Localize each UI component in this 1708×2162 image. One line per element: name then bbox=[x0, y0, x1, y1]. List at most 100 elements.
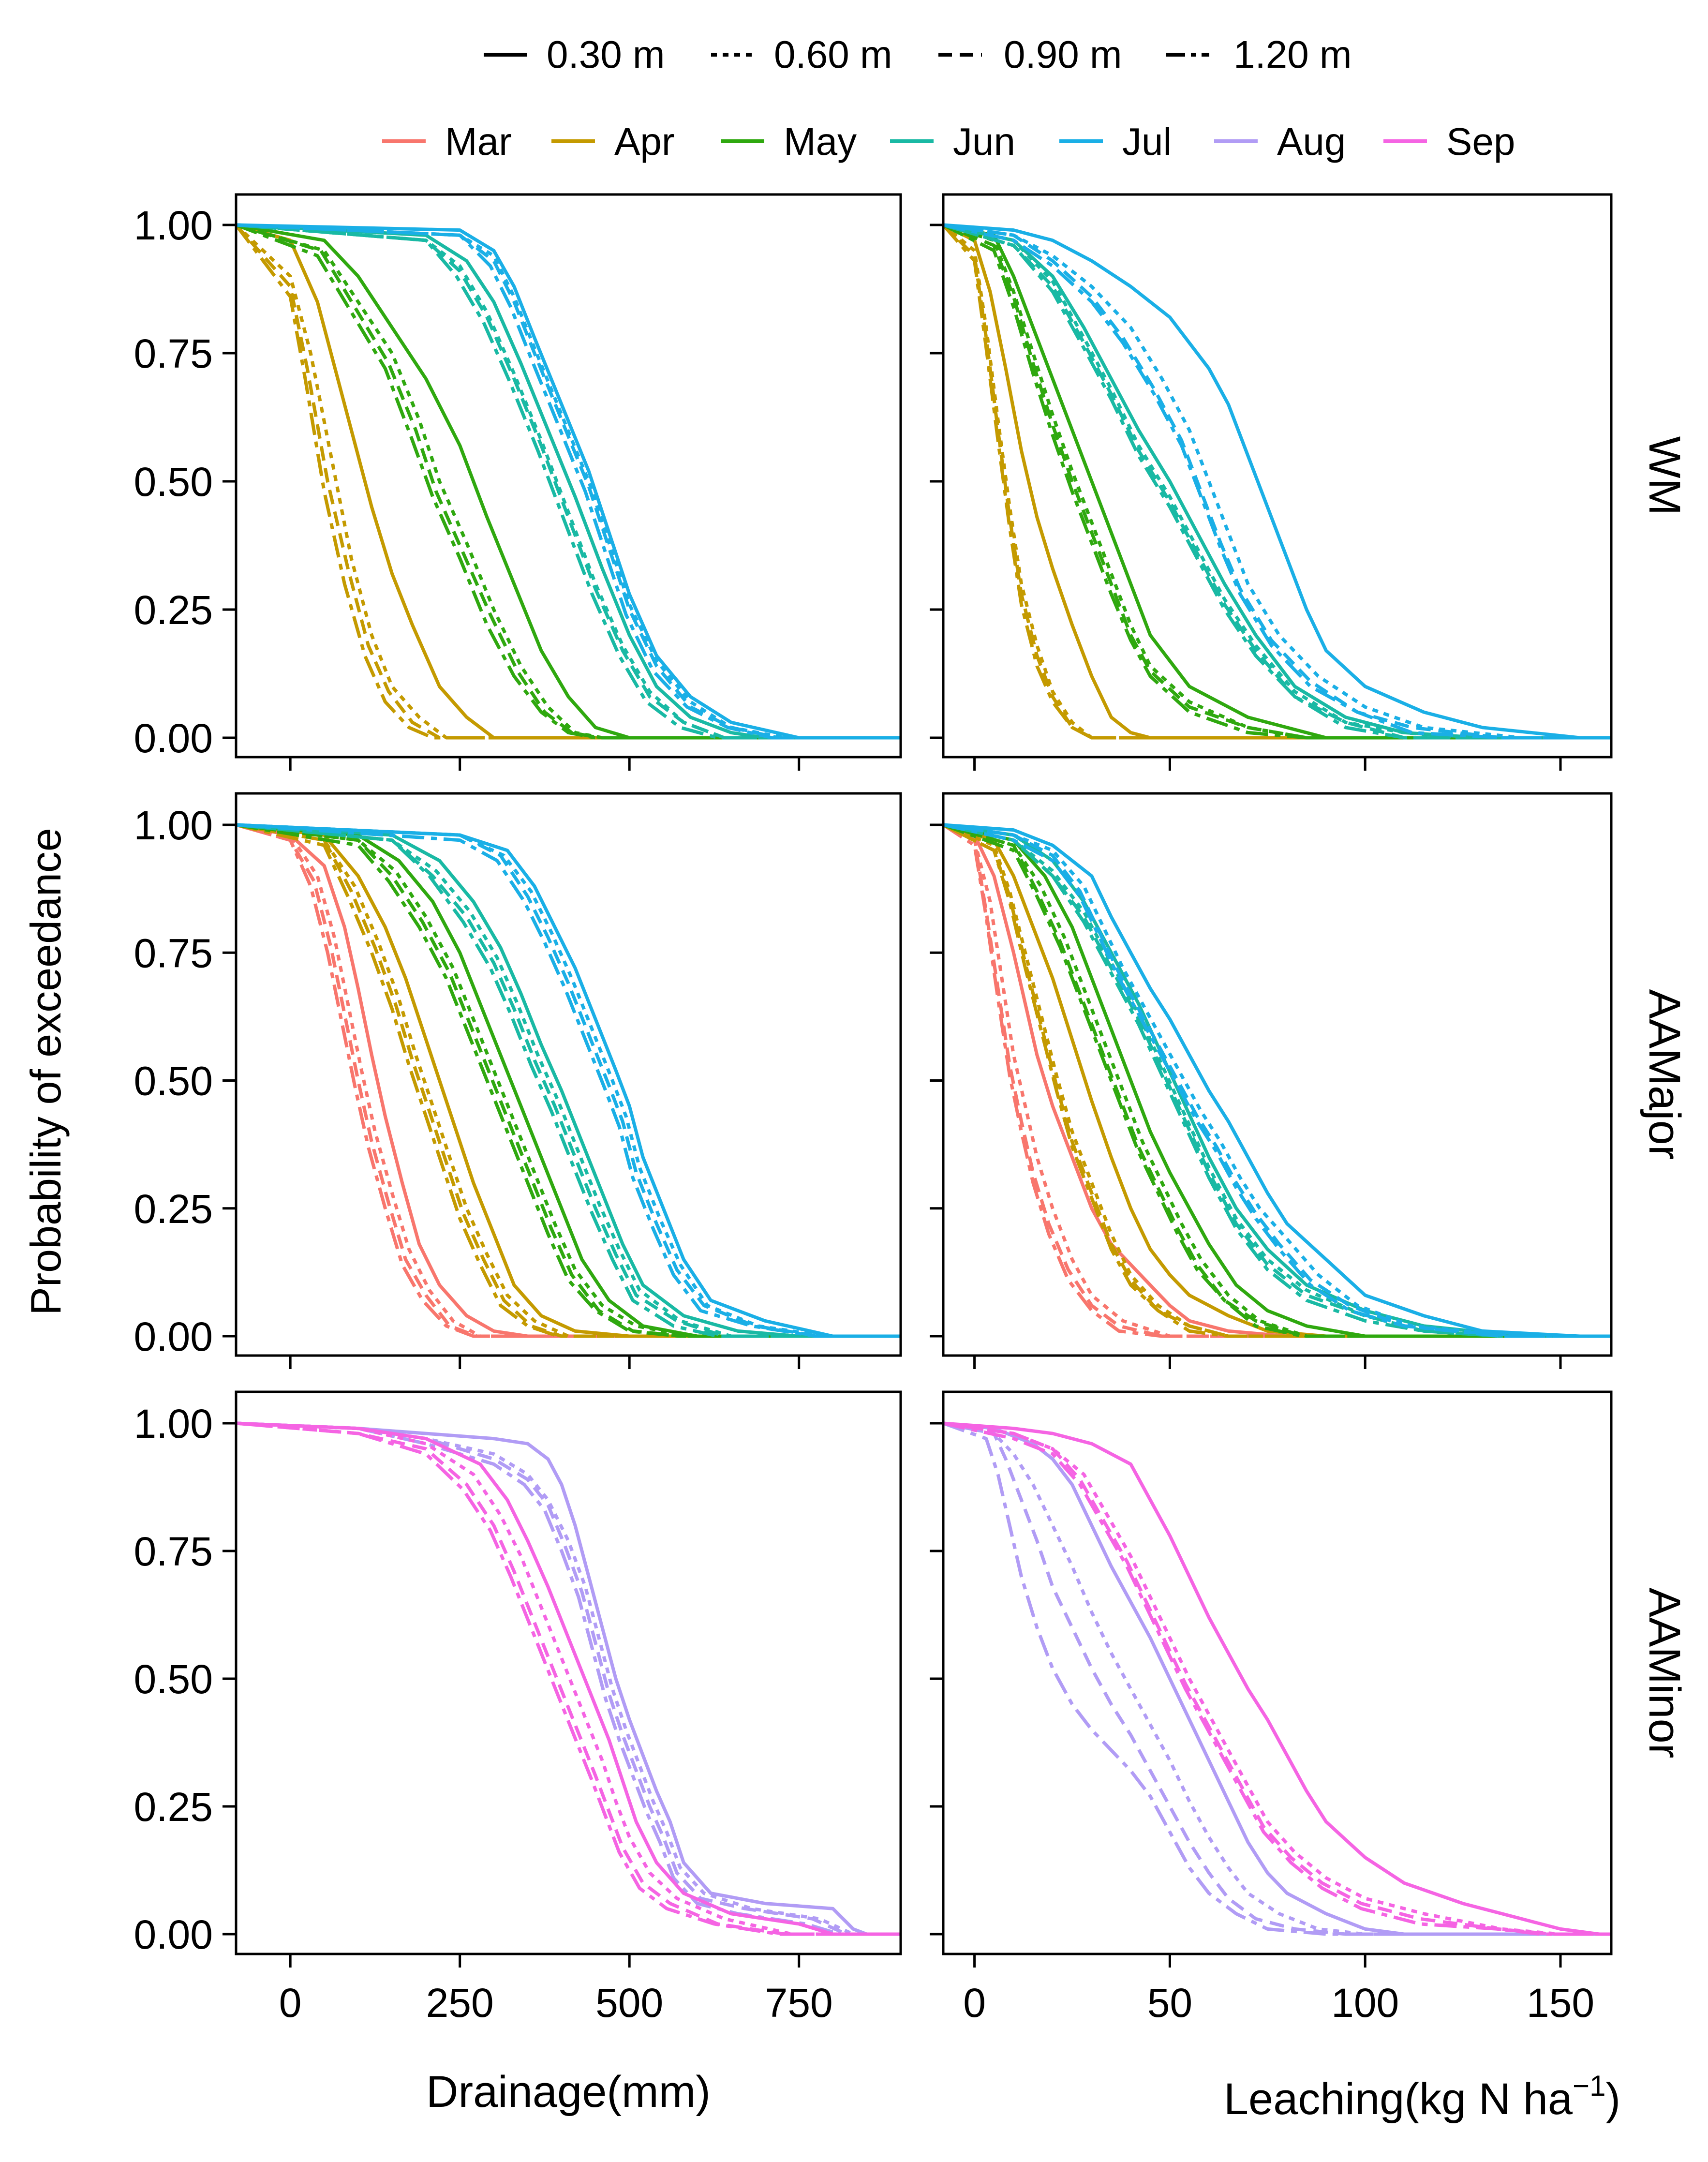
legend-month: Mar Apr May Jun Jul Aug Sep bbox=[382, 120, 1515, 163]
series-line-jul-0-30 bbox=[943, 823, 1611, 1338]
series-line-mar-0-60 bbox=[942, 823, 1611, 1338]
panel-aamajor-drainage: 0.00 0.25 0.50 0.75 1.00 bbox=[134, 792, 902, 1369]
series-line-jun-1-20 bbox=[943, 223, 1611, 740]
series-line-jul-1-20 bbox=[236, 223, 901, 740]
series-line-may-0-30 bbox=[236, 223, 901, 740]
legend-month-label: Sep bbox=[1446, 120, 1515, 163]
series-line-jul-0-90 bbox=[943, 223, 1611, 740]
y-tick-label: 1.00 bbox=[134, 1401, 213, 1446]
series-line-sep-0-30 bbox=[236, 1421, 901, 1936]
panel-background bbox=[943, 1392, 1611, 1954]
legend-depth: 0.30 m 0.60 m 0.90 m 1.20 m bbox=[484, 33, 1352, 76]
series-group bbox=[235, 223, 901, 740]
series-line-jun-0-60 bbox=[943, 223, 1611, 740]
legend-month-label: May bbox=[784, 120, 857, 163]
panel-frame bbox=[235, 792, 902, 1357]
series-line-jul-0-60 bbox=[236, 223, 901, 740]
panel-wm-drainage: 0.00 0.25 0.50 0.75 1.00 bbox=[134, 193, 902, 771]
series-line-apr-0-30 bbox=[942, 223, 1611, 740]
y-tick-label: 1.00 bbox=[134, 803, 213, 848]
row-label-wm: WM bbox=[1640, 436, 1689, 515]
panel-aaminor-drainage: 0 250 500 750 0.00 0.25 0.50 0.75 1.00 bbox=[134, 1390, 902, 2026]
series-line-aug-0-60 bbox=[943, 1421, 1611, 1936]
series-line-may-0-90 bbox=[236, 823, 901, 1338]
series-line-jun-0-30 bbox=[943, 223, 1611, 740]
legend-depth-label: 0.30 m bbox=[547, 33, 665, 76]
series-line-jun-0-60 bbox=[236, 823, 901, 1338]
series-line-mar-1-20 bbox=[236, 823, 901, 1338]
series-line-jun-0-30 bbox=[236, 823, 901, 1338]
series-group bbox=[236, 1421, 901, 1936]
y-tick-label: 0.00 bbox=[134, 716, 213, 761]
series-line-apr-0-90 bbox=[235, 224, 901, 740]
series-line-jul-1-20 bbox=[236, 823, 901, 1338]
series-line-jun-0-90 bbox=[943, 223, 1611, 740]
series-line-may-0-60 bbox=[943, 823, 1611, 1338]
series-line-jul-0-30 bbox=[236, 823, 901, 1338]
panel-aamajor-leaching: AAMajor bbox=[930, 792, 1689, 1369]
series-line-may-0-30 bbox=[943, 823, 1611, 1338]
series-line-may-0-30 bbox=[236, 823, 901, 1338]
panel-grid: 0.00 0.25 0.50 0.75 1.00 WM 0.00 0.25 0.50 0.75 1.… bbox=[134, 193, 1689, 2026]
series-group bbox=[942, 823, 1611, 1338]
x-tick-label: 100 bbox=[1331, 1980, 1399, 2026]
series-line-may-0-60 bbox=[236, 823, 901, 1338]
series-line-sep-0-90 bbox=[236, 1421, 901, 1936]
y-tick-label: 1.00 bbox=[134, 203, 213, 248]
legend-depth-label: 1.20 m bbox=[1233, 33, 1352, 76]
x-axis-label-leaching: Leaching(kg N ha−1) bbox=[1224, 2070, 1620, 2124]
y-tick-label: 0.75 bbox=[134, 930, 213, 976]
legend-month-label: Aug bbox=[1277, 120, 1346, 163]
legend-month-label: Mar bbox=[445, 120, 512, 163]
series-line-apr-0-30 bbox=[236, 823, 901, 1338]
series-line-jun-1-20 bbox=[943, 823, 1611, 1338]
x-axis-label-leaching-sup: −1 bbox=[1573, 2070, 1605, 2102]
series-line-aug-0-90 bbox=[236, 1421, 901, 1936]
series-line-jul-0-90 bbox=[943, 823, 1611, 1338]
x-tick-label: 150 bbox=[1527, 1980, 1594, 2026]
x-axis-label-leaching-close: ) bbox=[1605, 2074, 1620, 2124]
series-line-apr-1-20 bbox=[942, 823, 1611, 1338]
y-tick-label: 0.50 bbox=[134, 459, 213, 505]
series-line-may-1-20 bbox=[235, 223, 901, 740]
series-line-sep-0-90 bbox=[943, 1421, 1611, 1936]
y-axis-label: Probability of exceedance bbox=[22, 828, 70, 1315]
legend-depth-label: 0.90 m bbox=[1004, 33, 1122, 76]
row-label-aaminor: AAMinor bbox=[1640, 1588, 1689, 1759]
series-line-jul-0-90 bbox=[236, 823, 901, 1338]
panel-frame bbox=[942, 1390, 1613, 1955]
y-tick-label: 0.25 bbox=[134, 1784, 213, 1830]
series-group bbox=[236, 823, 901, 1338]
series-line-mar-0-60 bbox=[236, 823, 901, 1338]
series-group bbox=[942, 1421, 1611, 1936]
series-line-jul-0-60 bbox=[943, 223, 1611, 740]
legend-depth-label: 0.60 m bbox=[774, 33, 892, 76]
series-line-jun-0-90 bbox=[236, 823, 901, 1338]
series-line-apr-1-20 bbox=[235, 224, 901, 740]
x-axis-label-drainage: Drainage(mm) bbox=[426, 2067, 711, 2117]
panel-aaminor-leaching: 0 50 100 150 AAMinor bbox=[930, 1390, 1689, 2026]
series-line-jul-0-60 bbox=[236, 823, 901, 1338]
series-line-jul-0-60 bbox=[943, 823, 1611, 1338]
series-line-may-0-90 bbox=[943, 823, 1611, 1338]
y-tick-label: 0.50 bbox=[134, 1059, 213, 1104]
panel-frame bbox=[942, 792, 1613, 1357]
series-line-apr-0-90 bbox=[236, 823, 901, 1338]
series-line-apr-0-60 bbox=[942, 224, 1611, 740]
series-line-aug-0-90 bbox=[943, 1421, 1611, 1936]
series-line-aug-0-30 bbox=[943, 1421, 1611, 1936]
series-line-may-0-30 bbox=[943, 223, 1611, 740]
x-tick-label: 0 bbox=[279, 1980, 302, 2026]
panel-wm-leaching: WM bbox=[930, 193, 1689, 771]
y-tick-label: 0.00 bbox=[134, 1912, 213, 1957]
x-tick-label: 50 bbox=[1147, 1980, 1192, 2026]
series-line-mar-1-20 bbox=[942, 823, 1611, 1338]
series-line-aug-0-30 bbox=[236, 1421, 901, 1936]
x-axis-label-leaching-main: Leaching(kg N ha bbox=[1224, 2074, 1573, 2124]
legend-month-label: Jun bbox=[953, 120, 1015, 163]
series-line-may-0-90 bbox=[942, 223, 1611, 740]
series-line-apr-1-20 bbox=[236, 823, 901, 1338]
series-line-sep-0-60 bbox=[943, 1421, 1611, 1936]
series-line-apr-0-30 bbox=[236, 223, 901, 740]
x-tick-label: 250 bbox=[426, 1980, 494, 2026]
